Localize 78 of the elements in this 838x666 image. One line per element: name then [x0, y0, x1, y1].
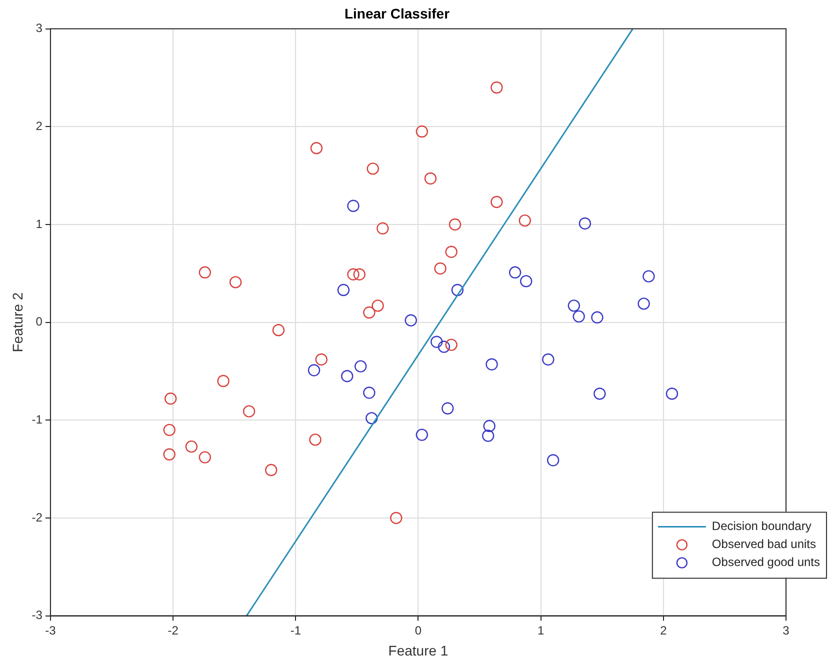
point — [416, 125, 428, 138]
point — [217, 374, 230, 388]
point — [163, 424, 176, 436]
point — [341, 370, 354, 382]
y-axis-title: Feature 2 — [9, 292, 26, 352]
point — [490, 81, 503, 94]
point — [482, 430, 494, 442]
point — [451, 284, 464, 296]
point — [363, 306, 376, 319]
point — [163, 448, 176, 460]
point — [390, 512, 402, 524]
point — [508, 266, 522, 279]
point — [272, 324, 285, 336]
point — [164, 392, 177, 405]
point — [242, 405, 256, 418]
point — [310, 142, 323, 154]
point — [594, 388, 606, 400]
point — [366, 412, 378, 424]
point — [315, 353, 328, 366]
point — [568, 300, 580, 312]
point — [546, 454, 560, 466]
point — [347, 200, 360, 212]
point — [265, 464, 278, 476]
point — [486, 358, 498, 370]
point — [416, 428, 428, 441]
x-tick-label: 1 — [537, 623, 544, 638]
point — [638, 298, 650, 310]
point — [337, 284, 350, 296]
x-axis-title: Feature 1 — [388, 642, 448, 658]
point — [309, 434, 322, 446]
point — [666, 388, 678, 400]
point — [354, 360, 367, 372]
point — [366, 162, 379, 175]
x-tick-label: 2 — [660, 623, 668, 638]
point — [445, 338, 458, 351]
point — [578, 217, 592, 230]
point — [376, 222, 389, 234]
point — [353, 268, 366, 280]
point — [363, 386, 376, 399]
point — [424, 172, 437, 185]
point — [642, 270, 655, 282]
y-tick-label: 1 — [36, 216, 43, 231]
y-tick-label: 0 — [36, 314, 43, 329]
legend-label: Observed good unts — [712, 555, 820, 570]
point — [347, 268, 360, 280]
chart-title: Linear Classifer — [344, 5, 450, 22]
x-tick-label: 0 — [414, 623, 422, 638]
x-tick-label: 3 — [782, 623, 790, 638]
point — [438, 340, 450, 353]
legend-label: Observed bad units — [712, 537, 816, 552]
point — [591, 311, 604, 324]
point — [442, 402, 454, 414]
point — [518, 214, 531, 227]
x-tick-label: -3 — [45, 623, 56, 638]
point — [430, 336, 443, 348]
point — [542, 353, 554, 366]
point — [308, 364, 320, 376]
y-tick-label: -1 — [32, 412, 43, 426]
point — [372, 300, 384, 312]
point — [185, 440, 198, 453]
point — [198, 451, 212, 464]
point — [490, 196, 503, 208]
x-tick-label: -1 — [290, 623, 302, 638]
point — [198, 266, 212, 279]
y-tick-label: 3 — [36, 21, 43, 36]
point — [404, 314, 417, 326]
point — [434, 262, 446, 275]
x-tick-label: -2 — [168, 623, 179, 638]
y-tick-label: -3 — [32, 608, 43, 622]
point — [229, 276, 242, 288]
y-tick-label: -2 — [32, 510, 43, 524]
point — [520, 275, 532, 288]
point — [483, 420, 496, 432]
legend-label: Decision boundary — [712, 519, 812, 534]
y-tick-label: 2 — [36, 118, 43, 133]
point — [445, 246, 458, 258]
point — [572, 310, 585, 323]
point — [448, 218, 462, 231]
